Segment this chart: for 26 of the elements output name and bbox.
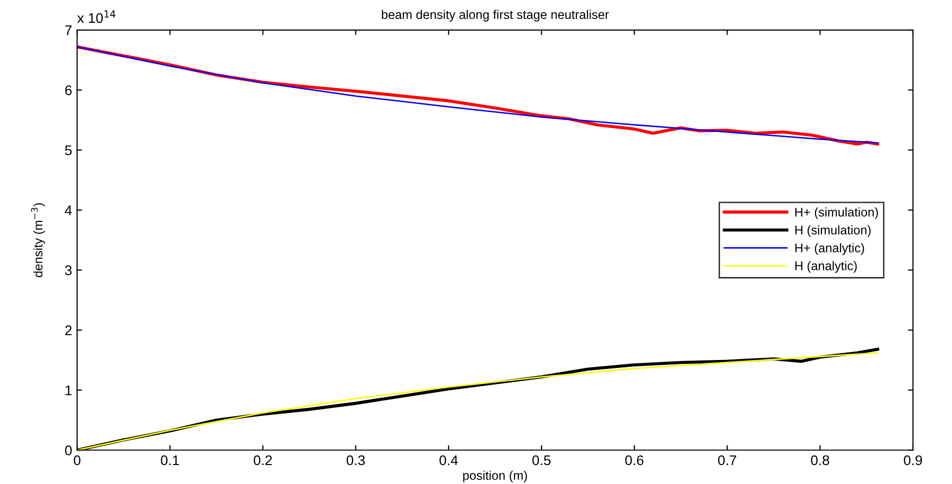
x-tick-label: 0.5 <box>532 455 551 466</box>
x-axis-title: position (m) <box>463 470 527 482</box>
y-axis-title: density (m$^{−3}$) <box>31 203 45 278</box>
chart-title: beam density along first stage neutraliser <box>382 10 609 22</box>
text: x 10$^{14}$ <box>77 10 116 23</box>
legend-label: H+ (analytic) <box>795 243 864 255</box>
x-tick-label: 0.8 <box>810 455 830 466</box>
y-tick-label: 5 <box>65 146 72 156</box>
x-tick-label: 0.1 <box>160 455 179 466</box>
y-tick-label: 1 <box>66 386 72 396</box>
y-tick-label: 0 <box>65 445 72 456</box>
x-tick-label: 0.2 <box>254 455 272 466</box>
y-tick-label: 4 <box>64 206 72 216</box>
legend-label: H (analytic) <box>795 261 857 273</box>
x-tick-label: 0.3 <box>346 455 365 466</box>
y-tick-label: 7 <box>65 25 72 36</box>
legend-label: H (simulation) <box>795 225 871 237</box>
x-tick-label: 0.9 <box>904 455 922 466</box>
y-tick-label: 2 <box>65 325 72 336</box>
x-tick-label: 0.6 <box>625 455 644 466</box>
x-tick-label: 0.4 <box>439 455 458 466</box>
y-tick-label: 6 <box>65 85 72 96</box>
x-tick-label: 0.7 <box>718 455 736 466</box>
x-tick-label: 0 <box>74 455 80 466</box>
y-tick-label: 3 <box>65 265 72 276</box>
legend-label: H+ (simulation) <box>795 207 878 220</box>
